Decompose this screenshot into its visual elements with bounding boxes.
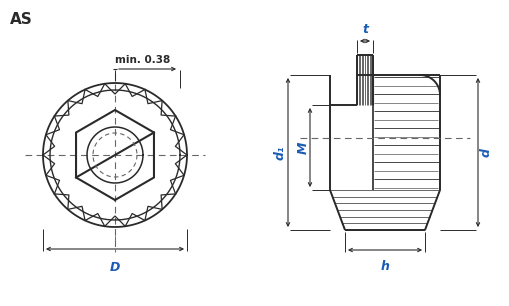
- Text: d: d: [478, 148, 492, 157]
- Text: h: h: [380, 260, 389, 273]
- Text: AS: AS: [10, 12, 33, 27]
- Text: min. 0.38: min. 0.38: [115, 55, 171, 65]
- Text: M: M: [296, 141, 309, 154]
- Text: d₁: d₁: [273, 145, 286, 160]
- Text: t: t: [361, 23, 367, 36]
- Text: D: D: [109, 261, 120, 274]
